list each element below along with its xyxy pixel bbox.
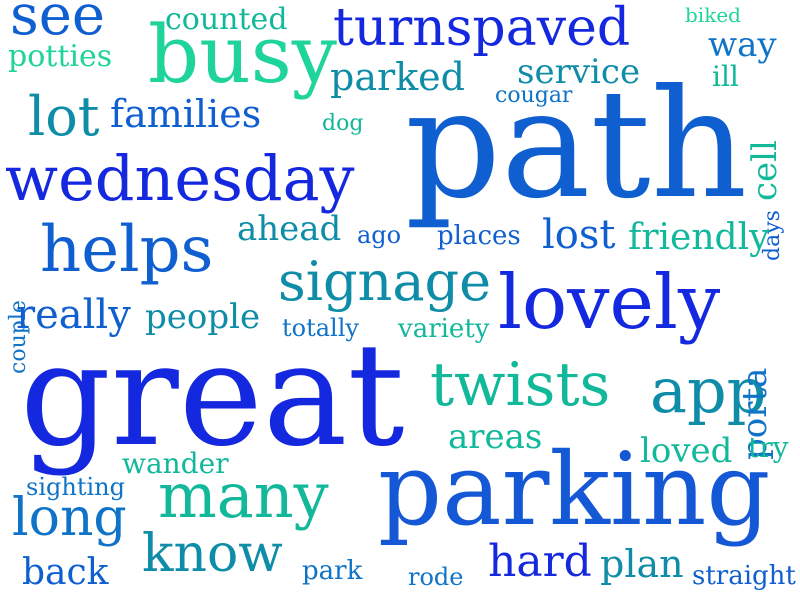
word-straight: straight — [692, 561, 796, 591]
word-hard: hard — [488, 536, 592, 587]
word-people: people — [145, 297, 261, 337]
word-turnspaved: turnspaved — [333, 0, 631, 58]
word-busy: busy — [148, 8, 337, 101]
word-helps: helps — [40, 213, 214, 287]
word-know: know — [142, 524, 283, 584]
word-path: path — [405, 58, 748, 232]
word-lot: lot — [28, 85, 100, 148]
word-ago: ago — [357, 221, 402, 249]
word-signage: signage — [278, 250, 492, 313]
word-places: places — [437, 221, 521, 251]
word-plan: plan — [600, 542, 684, 586]
word-variety: variety — [398, 314, 490, 344]
word-try: try — [748, 431, 789, 464]
word-really: really — [16, 292, 131, 338]
word-see: see — [10, 0, 106, 48]
word-lovely: lovely — [498, 258, 721, 346]
word-back: back — [22, 552, 109, 593]
word-service: service — [517, 52, 641, 92]
word-parked: parked — [330, 55, 465, 99]
word-long: long — [12, 488, 127, 548]
word-way: way — [708, 25, 777, 65]
word-ill: ill — [712, 60, 739, 93]
word-cell: cell — [745, 140, 785, 201]
word-ahead: ahead — [237, 209, 342, 249]
word-potties: potties — [8, 39, 113, 74]
word-rode: rode — [408, 563, 464, 591]
word-areas: areas — [448, 417, 543, 457]
word-dog: dog — [322, 111, 364, 136]
word-app: app — [650, 354, 767, 427]
word-wander: wander — [122, 447, 229, 480]
word-totally: totally — [282, 314, 359, 342]
word-sighting: sighting — [26, 473, 125, 501]
word-wednesday: wednesday — [5, 142, 355, 215]
word-lost: lost — [542, 212, 616, 258]
word-great: great — [20, 313, 405, 478]
word-cougar: cougar — [495, 83, 573, 108]
word-counted: counted — [165, 2, 288, 37]
word-families: families — [110, 92, 262, 136]
word-loved: loved — [640, 431, 733, 471]
word-many: many — [158, 459, 329, 532]
word-parking: parking — [378, 431, 771, 548]
word-biked: biked — [685, 3, 741, 27]
word-friendly: friendly — [628, 217, 770, 258]
word-twists: twists — [430, 350, 611, 420]
word-park: park — [302, 556, 363, 586]
